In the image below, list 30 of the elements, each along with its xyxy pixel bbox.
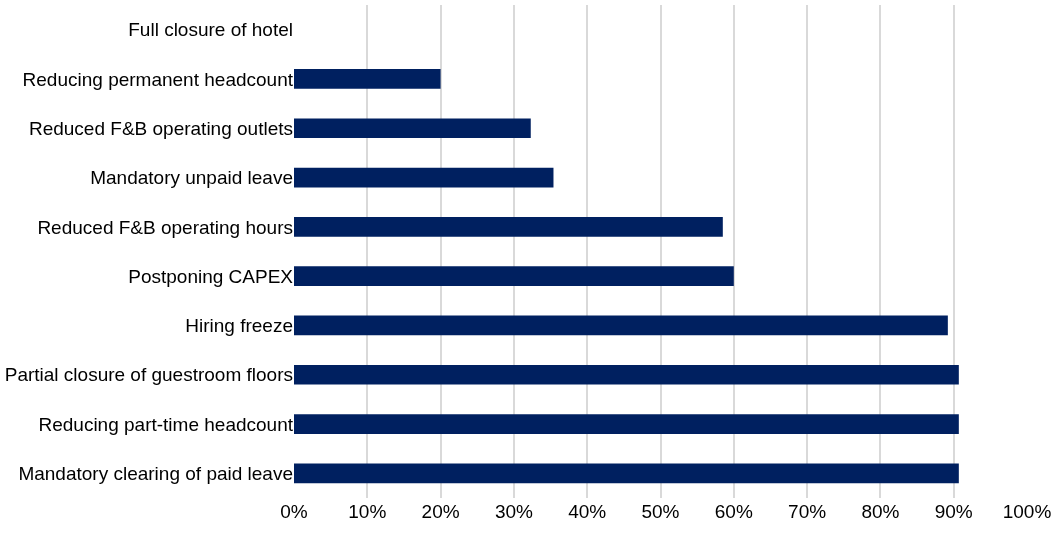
bar xyxy=(294,216,723,237)
x-tick-label: 80% xyxy=(861,501,900,522)
x-tick-label: 70% xyxy=(788,501,827,522)
x-tick-label: 100% xyxy=(1002,501,1052,522)
y-tick-label: Reducing part-time headcount xyxy=(38,413,294,435)
x-tick-label: 20% xyxy=(421,501,460,522)
bar xyxy=(294,364,959,385)
x-tick-label: 10% xyxy=(348,501,387,522)
x-tick-label: 60% xyxy=(714,501,753,522)
y-tick-label: Mandatory clearing of paid leave xyxy=(18,463,293,484)
y-tick-label: Partial closure of guestroom floors xyxy=(4,364,293,386)
bar xyxy=(294,463,959,484)
y-tick-label: Full closure of hotel xyxy=(128,19,293,41)
bar xyxy=(294,118,531,139)
bar xyxy=(294,167,554,188)
x-tick-label: 30% xyxy=(494,501,534,522)
y-tick-label: Reduced F&B operating outlets xyxy=(28,117,293,139)
bar xyxy=(294,414,959,434)
y-tick-label: Mandatory unpaid leave xyxy=(90,167,293,189)
y-tick-label: Postponing CAPEX xyxy=(128,265,294,287)
x-tick-label: 50% xyxy=(641,501,680,522)
bar xyxy=(294,315,948,336)
y-tick-label: Reduced F&B operating hours xyxy=(37,216,293,238)
bar xyxy=(294,266,734,287)
x-tick-label: 90% xyxy=(934,501,973,522)
x-tick-label: 0% xyxy=(280,501,308,522)
y-tick-label: Reducing permanent headcount xyxy=(22,68,294,90)
y-tick-label: Hiring freeze xyxy=(185,315,293,337)
x-tick-label: 40% xyxy=(568,501,607,522)
bar xyxy=(294,69,441,89)
